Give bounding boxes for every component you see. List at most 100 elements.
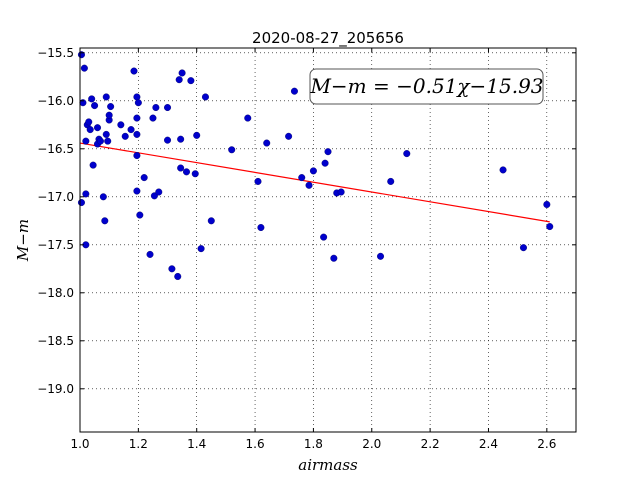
data-point [107,103,115,111]
data-point [197,245,205,253]
x-tick-label: 1.2 [129,437,148,451]
data-point [201,93,209,101]
x-tick-label: 1.8 [304,437,323,451]
data-point [104,137,112,145]
x-tick-label: 2.2 [421,437,440,451]
data-point [324,148,332,156]
data-point [285,132,293,140]
data-point [133,187,141,195]
data-point [133,130,141,138]
data-point [130,67,138,75]
data-point [257,224,265,232]
data-point [337,188,345,196]
data-point [77,199,85,207]
data-point [91,102,99,110]
data-point [164,136,172,144]
data-point [146,250,154,258]
equation-box [309,68,544,105]
data-point [127,126,135,134]
data-point [164,104,172,112]
data-point [134,99,142,107]
data-point [80,64,88,72]
data-point [168,265,176,273]
data-point [85,118,93,126]
y-tick-label: −16.5 [37,142,74,156]
data-point [320,233,328,241]
data-point [228,146,236,154]
data-point [330,254,338,262]
data-point [89,161,97,169]
x-tick-label: 2.6 [537,437,556,451]
fit-line [79,142,550,223]
y-axis-label: M−m [14,219,32,262]
data-point [149,114,157,122]
data-point [191,170,199,178]
plot-frame [79,47,577,433]
data-point [187,77,195,85]
x-tick-label: 1.4 [187,437,206,451]
data-point [263,139,271,147]
data-point [244,114,252,122]
data-point [133,114,141,122]
data-point [290,87,298,95]
data-point [403,150,411,158]
data-point [305,181,313,189]
data-point [136,211,144,219]
data-point [88,95,96,103]
data-point [96,137,104,145]
data-point [117,121,125,129]
y-tick-label: −19.0 [37,382,74,396]
data-point [546,223,554,231]
data-point [102,130,110,138]
data-point [102,93,110,101]
data-point [152,104,160,112]
y-tick-label: −16.0 [37,94,74,108]
data-point [82,190,90,198]
chart-title: 2020-08-27_205656 [252,29,404,48]
data-point [140,174,148,182]
data-point [309,167,317,175]
data-point [519,244,527,252]
data-point [101,217,109,225]
data-point [177,135,185,143]
data-point [387,177,395,185]
data-point [105,111,113,119]
y-tick-label: −17.5 [37,238,74,252]
x-tick-label: 1.0 [70,437,89,451]
data-point [377,252,385,260]
x-tick-label: 2.0 [362,437,381,451]
data-point [133,93,141,101]
data-point [207,217,215,225]
data-point [99,193,107,201]
data-point [86,126,94,134]
data-point [499,166,507,174]
data-point [121,132,129,140]
data-point [193,131,201,139]
equation-text: M−m = −0.51χ−15.93 [309,74,543,98]
fit-line-layer [79,142,550,223]
data-point [175,76,183,84]
data-point [174,272,182,280]
y-tick-label: −15.5 [37,46,74,60]
x-tick-label: 2.4 [479,437,498,451]
y-tick-label: −17.0 [37,190,74,204]
equation-annotation: M−m = −0.51χ−15.93 [309,68,544,105]
x-axis-ticks: 1.0 1.2 1.4 1.6 1.8 2.0 2.2 2.4 2.6 [70,48,556,451]
y-axis-ticks: −15.5 −16.0 −16.5 −17.0 −17.5 −18.0 −18.5 −19.0 [37,46,576,396]
x-tick-label: 1.6 [246,437,265,451]
x-axis-label: airmass [298,456,358,474]
y-tick-label: −18.5 [37,334,74,348]
data-point [182,168,190,176]
y-tick-label: −18.0 [37,286,74,300]
data-point [298,174,306,182]
data-point [155,188,163,196]
data-point [254,177,262,185]
data-point [82,137,90,145]
data-point [178,69,186,77]
data-point [177,164,185,172]
data-point [94,124,102,132]
data-point [321,159,329,167]
data-point [543,200,551,208]
data-point [133,152,141,160]
